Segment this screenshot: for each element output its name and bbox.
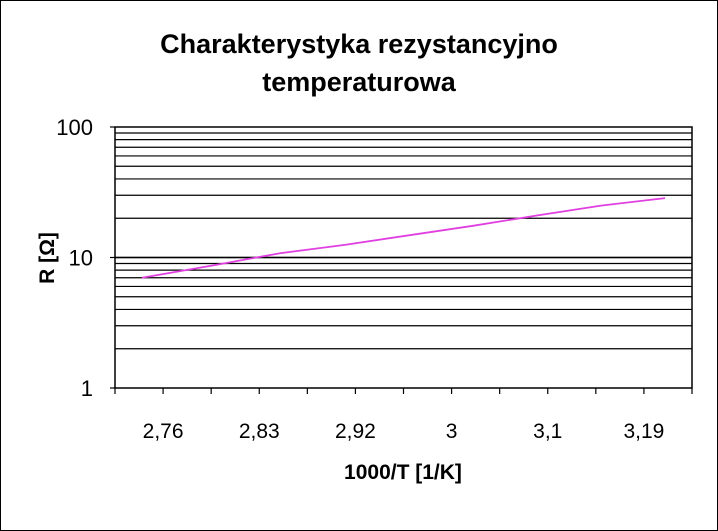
y-axis-label: R [Ω] bbox=[36, 232, 59, 284]
x-tick-label: 2,83 bbox=[239, 420, 280, 443]
x-axis-ticks: 2,76 2,83 2,92 3 3,1 3,19 bbox=[114, 388, 693, 443]
series-line bbox=[141, 197, 666, 279]
chart-title-line-1: Charakterystyka rezystancyjno bbox=[160, 29, 558, 59]
y-tick-label: 10 bbox=[69, 246, 93, 271]
y-tick-label: 100 bbox=[56, 115, 93, 140]
x-tick-label: 3 bbox=[446, 420, 458, 443]
x-tick-label: 3,19 bbox=[623, 420, 664, 443]
y-tick-label: 1 bbox=[81, 376, 93, 401]
y-axis-ticks: 1 10 100 bbox=[56, 115, 115, 401]
x-tick-label: 3,1 bbox=[533, 420, 562, 443]
chart-title-line-2: temperaturowa bbox=[262, 67, 456, 97]
x-axis-label: 1000/T [1/K] bbox=[344, 461, 462, 484]
x-tick-label: 2,92 bbox=[335, 420, 376, 443]
grid-lines bbox=[115, 132, 692, 350]
x-tick-label: 2,76 bbox=[143, 420, 184, 443]
